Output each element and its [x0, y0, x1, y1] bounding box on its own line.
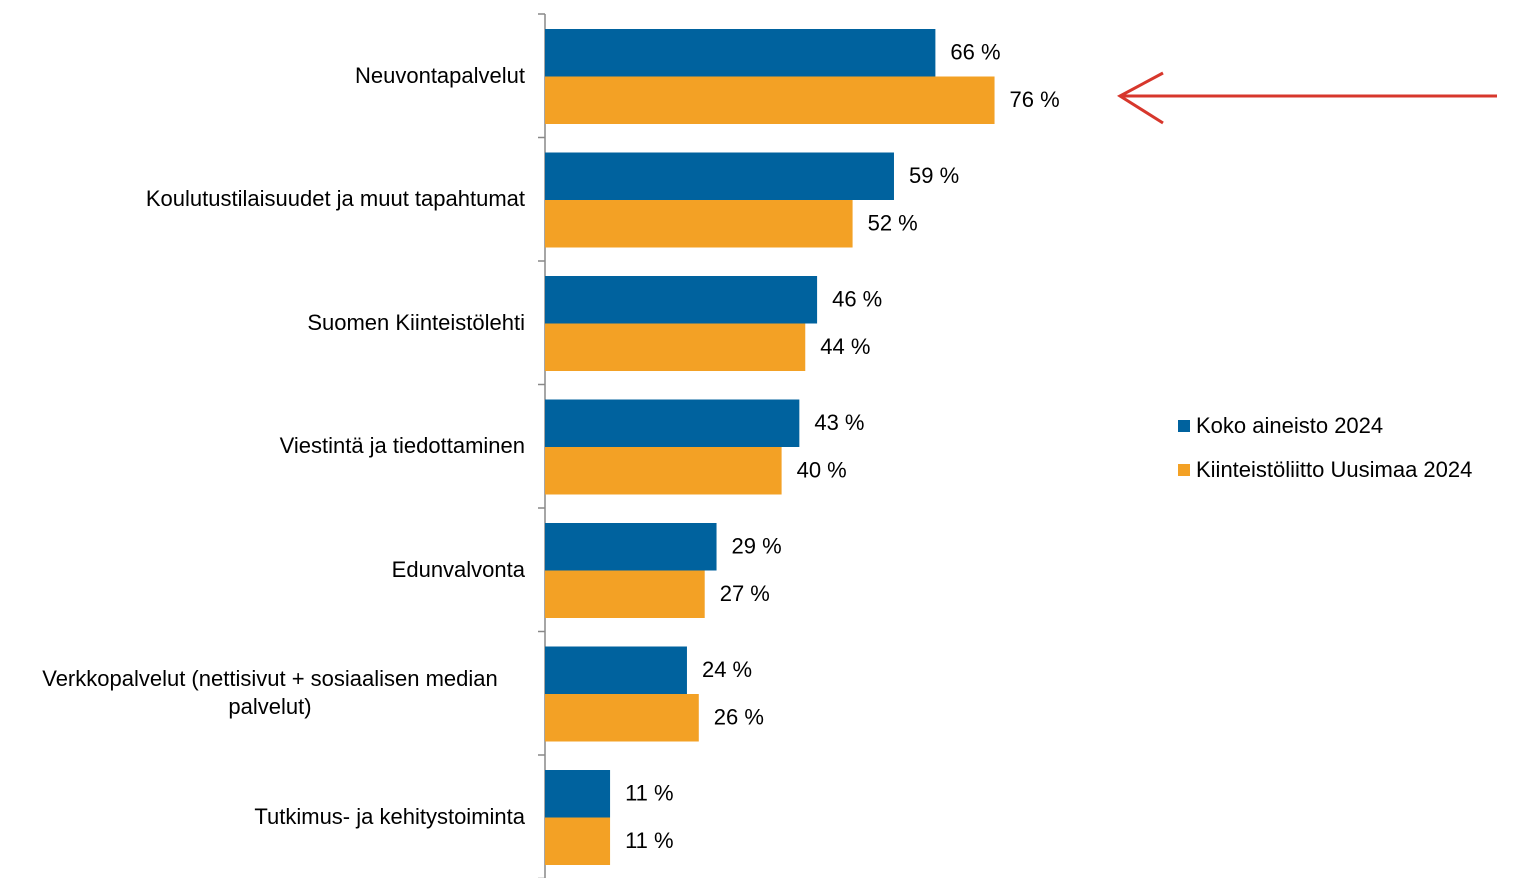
data-label: 66 %	[950, 40, 1000, 65]
bar	[545, 770, 611, 818]
category-text: Koulutustilaisuudet ja muut tapahtumat	[145, 186, 525, 212]
data-label: 44 %	[820, 334, 870, 359]
bar	[545, 276, 818, 324]
bar	[545, 29, 936, 77]
data-label: 52 %	[868, 211, 918, 236]
legend-swatch	[1178, 420, 1190, 432]
legend-swatch	[1178, 464, 1190, 476]
category-text: Viestintä ja tiedottaminen	[279, 433, 525, 459]
data-label: 27 %	[720, 581, 770, 606]
category-text: Verkkopalvelut (nettisivut + sosiaalisen…	[42, 666, 498, 720]
legend-label: Koko aineisto 2024	[1196, 413, 1383, 438]
bar	[545, 817, 611, 865]
data-label: 43 %	[814, 410, 864, 435]
bar	[545, 694, 699, 742]
data-label: 26 %	[714, 705, 764, 730]
data-label: 40 %	[797, 458, 847, 483]
category-text: Suomen Kiinteistölehti	[307, 309, 525, 335]
bar	[545, 200, 853, 248]
category-label: Tutkimus- ja kehitystoiminta	[0, 755, 525, 878]
category-label: Edunvalvonta	[0, 508, 525, 632]
category-text: Edunvalvonta	[391, 556, 525, 582]
legend-label: Kiinteistöliitto Uusimaa 2024	[1196, 457, 1472, 482]
bar	[545, 523, 717, 571]
bar	[545, 152, 894, 200]
data-label: 76 %	[1010, 87, 1060, 112]
data-label: 24 %	[702, 657, 752, 682]
bar	[545, 399, 800, 447]
data-label: 29 %	[732, 534, 782, 559]
category-label: Verkkopalvelut (nettisivut + sosiaalisen…	[0, 632, 525, 756]
data-label: 11 %	[625, 781, 674, 806]
category-text: Neuvontapalvelut	[354, 62, 525, 88]
bar	[545, 447, 782, 495]
category-label: Suomen Kiinteistölehti	[0, 261, 525, 385]
category-label: Viestintä ja tiedottaminen	[0, 385, 525, 509]
bar	[545, 76, 995, 124]
data-label: 46 %	[832, 287, 882, 312]
bar	[545, 323, 806, 371]
data-label: 11 %	[625, 828, 674, 853]
annotation-arrow	[1117, 71, 1497, 125]
data-label: 59 %	[909, 163, 959, 188]
bar	[545, 570, 705, 618]
category-text: Tutkimus- ja kehitystoiminta	[254, 803, 525, 829]
bar	[545, 646, 687, 694]
category-label: Neuvontapalvelut	[0, 14, 525, 138]
category-label: Koulutustilaisuudet ja muut tapahtumat	[0, 138, 525, 262]
